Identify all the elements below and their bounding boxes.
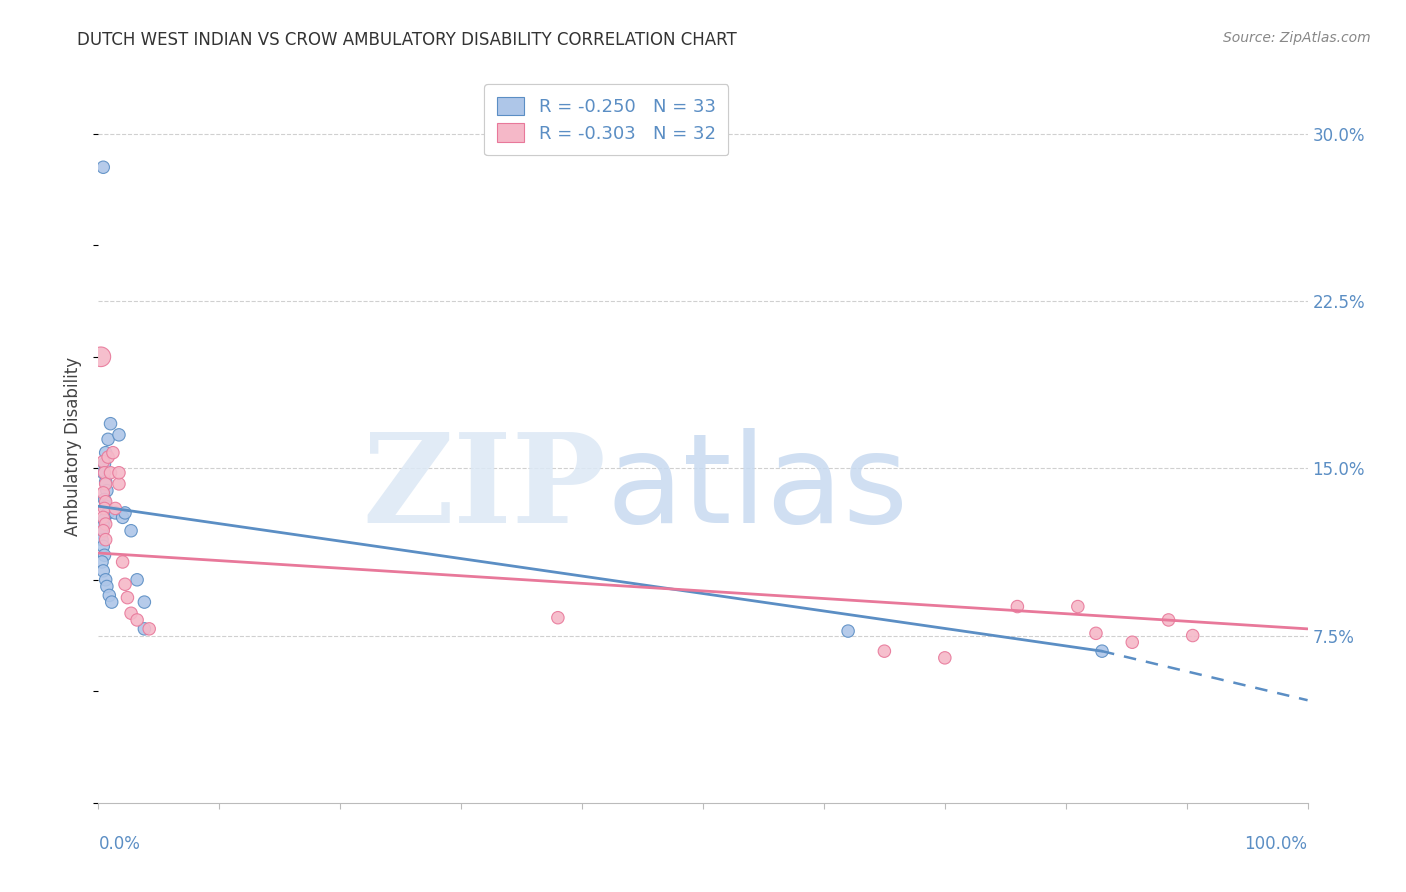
Point bbox=[934, 651, 956, 665]
Point bbox=[1067, 599, 1090, 614]
Point bbox=[90, 350, 112, 364]
Text: 0.0%: 0.0% bbox=[98, 835, 141, 853]
Point bbox=[94, 573, 117, 587]
Point bbox=[101, 445, 124, 460]
Point bbox=[97, 506, 120, 520]
Point bbox=[104, 501, 127, 516]
Point bbox=[100, 417, 122, 431]
Point bbox=[93, 457, 115, 471]
Y-axis label: Ambulatory Disability: Ambulatory Disability bbox=[65, 357, 83, 535]
Point bbox=[108, 427, 131, 442]
Point bbox=[91, 555, 114, 569]
Point bbox=[91, 564, 114, 578]
Point bbox=[100, 595, 122, 609]
Point bbox=[1181, 628, 1204, 642]
Point bbox=[91, 466, 114, 480]
Point bbox=[94, 475, 117, 489]
Point bbox=[91, 510, 114, 524]
Text: atlas: atlas bbox=[606, 428, 908, 549]
Point bbox=[1007, 599, 1029, 614]
Point bbox=[1085, 626, 1108, 640]
Point bbox=[98, 589, 121, 603]
Point bbox=[114, 506, 136, 520]
Point bbox=[93, 501, 115, 516]
Point bbox=[134, 622, 156, 636]
Point bbox=[91, 485, 114, 500]
Point bbox=[94, 445, 117, 460]
Point bbox=[127, 613, 149, 627]
Point bbox=[111, 555, 134, 569]
Point bbox=[93, 548, 115, 563]
Point bbox=[108, 476, 131, 491]
Point bbox=[91, 539, 114, 553]
Point bbox=[97, 450, 120, 464]
Point bbox=[120, 524, 142, 538]
Point bbox=[91, 533, 114, 547]
Point bbox=[94, 516, 117, 531]
Text: Source: ZipAtlas.com: Source: ZipAtlas.com bbox=[1223, 31, 1371, 45]
Point bbox=[91, 161, 114, 175]
Point bbox=[100, 466, 122, 480]
Point bbox=[93, 512, 115, 526]
Point bbox=[547, 610, 569, 624]
Point bbox=[94, 494, 117, 508]
Point bbox=[127, 573, 149, 587]
Text: DUTCH WEST INDIAN VS CROW AMBULATORY DISABILITY CORRELATION CHART: DUTCH WEST INDIAN VS CROW AMBULATORY DIS… bbox=[77, 31, 737, 49]
Point bbox=[94, 476, 117, 491]
Point bbox=[114, 577, 136, 591]
Point bbox=[96, 483, 118, 498]
Point bbox=[108, 466, 131, 480]
Point bbox=[104, 506, 127, 520]
Point bbox=[837, 624, 859, 639]
Point bbox=[117, 591, 139, 605]
Point bbox=[1091, 644, 1114, 658]
Point bbox=[138, 622, 160, 636]
Point bbox=[97, 432, 120, 446]
Point bbox=[120, 607, 142, 621]
Point bbox=[91, 454, 114, 469]
Point bbox=[134, 595, 156, 609]
Point bbox=[93, 492, 115, 507]
Point bbox=[94, 499, 117, 513]
Point bbox=[93, 466, 115, 480]
Point bbox=[873, 644, 896, 658]
Point bbox=[91, 525, 114, 540]
Point bbox=[111, 510, 134, 524]
Point bbox=[96, 580, 118, 594]
Point bbox=[91, 519, 114, 533]
Point bbox=[1157, 613, 1180, 627]
Point bbox=[94, 533, 117, 547]
Text: 100.0%: 100.0% bbox=[1244, 835, 1308, 853]
Point bbox=[91, 524, 114, 538]
Point bbox=[1121, 635, 1143, 649]
Legend: R = -0.250   N = 33, R = -0.303   N = 32: R = -0.250 N = 33, R = -0.303 N = 32 bbox=[484, 84, 728, 155]
Text: ZIP: ZIP bbox=[363, 428, 606, 549]
